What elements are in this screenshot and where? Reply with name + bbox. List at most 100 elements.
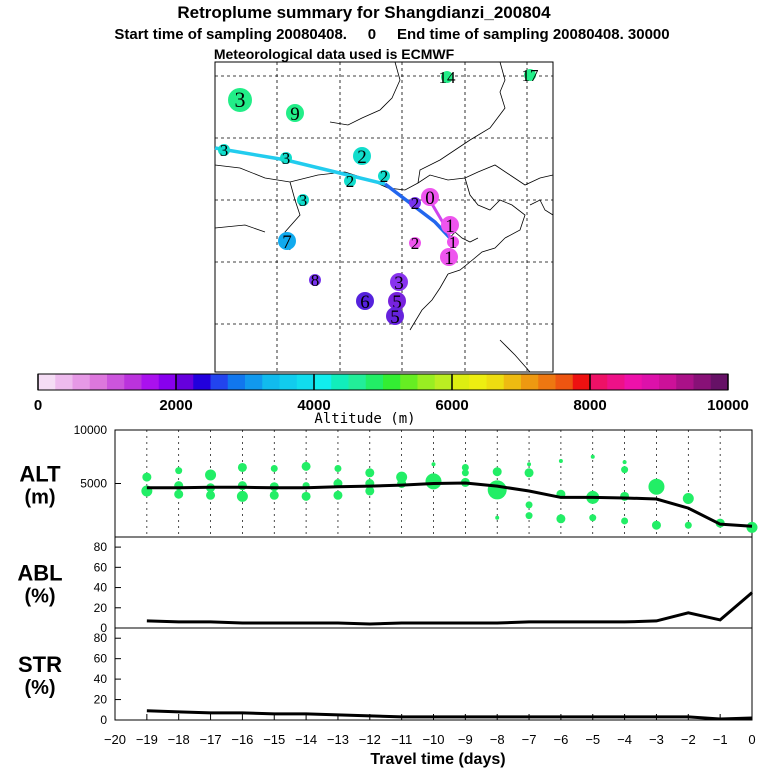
cluster-circle	[297, 194, 309, 206]
cluster-circle	[524, 69, 536, 81]
trajectory-path	[383, 182, 454, 242]
panel-frame	[114, 536, 753, 629]
panel-frame	[114, 627, 753, 721]
cluster-label: 3	[235, 87, 246, 112]
colorbar-swatch	[107, 374, 125, 390]
y-tick-label: 60	[94, 652, 108, 666]
cluster-label: 9	[290, 104, 300, 125]
map-border	[447, 231, 479, 243]
colorbar-tick-label: 8000	[573, 397, 606, 414]
cluster-label: 3	[220, 141, 229, 160]
colorbar-tick-label: 2000	[159, 397, 192, 414]
colorbar-tick-label: 4000	[297, 397, 330, 414]
alt-dot	[206, 490, 216, 500]
colorbar-tick-label: 10000	[707, 397, 749, 414]
alt-dot	[236, 490, 248, 502]
alt-dot	[425, 473, 442, 490]
colorbar-swatch	[348, 374, 367, 390]
cluster-label: 17	[522, 66, 540, 85]
y-tick-label: 60	[94, 560, 108, 574]
colorbar-swatch	[469, 374, 487, 390]
cluster-label: 2	[411, 194, 420, 213]
y-tick-label: 10000	[74, 423, 108, 437]
colorbar-swatch	[296, 374, 315, 390]
colorbar-swatch	[572, 374, 591, 390]
alt-dot	[682, 492, 694, 504]
colorbar-swatch	[158, 374, 177, 390]
panel-yunit: (%)	[24, 586, 55, 608]
y-tick-label: 20	[94, 601, 108, 615]
cluster-circle	[378, 170, 390, 182]
y-tick-label: 0	[100, 621, 107, 635]
alt-dot	[365, 486, 375, 496]
str-line	[146, 709, 753, 721]
y-tick-label: 20	[94, 693, 108, 707]
alt-dot	[461, 463, 469, 471]
x-tick-label: −16	[231, 732, 253, 747]
alt-dot	[431, 462, 436, 467]
cluster-label: 8	[311, 271, 320, 290]
colorbar-swatch	[400, 374, 418, 390]
alt-dot	[589, 514, 597, 522]
cluster-circle	[218, 144, 230, 156]
colorbar-swatch	[193, 374, 211, 390]
y-tick-label: 0	[100, 713, 107, 727]
colorbar-swatch	[314, 374, 332, 390]
colorbar-swatch	[365, 374, 384, 390]
colorbar-swatch	[521, 374, 539, 390]
cluster-circle	[280, 152, 292, 164]
cluster-label: 2	[357, 147, 367, 168]
colorbar-swatch	[262, 374, 280, 390]
x-tick-label: −15	[263, 732, 285, 747]
x-tick-label: −5	[585, 732, 600, 747]
colorbar-swatch	[710, 374, 729, 390]
x-tick-label: −13	[327, 732, 349, 747]
cluster-label: 0	[425, 188, 435, 209]
x-tick-label: −9	[458, 732, 473, 747]
x-tick-label: −18	[168, 732, 190, 747]
panel-ylabel: ABL	[17, 561, 62, 586]
x-axis-label: Travel time (days)	[370, 751, 505, 768]
panel-ylabel: ALT	[19, 462, 61, 487]
str-panel: 0 20 40 60 80 STR(%)	[18, 627, 753, 727]
colorbar-swatch	[383, 374, 401, 390]
cluster-circle	[390, 273, 408, 291]
colorbar-swatch	[245, 374, 263, 390]
x-tick-label: 0	[748, 732, 755, 747]
alt-dot	[270, 465, 278, 473]
x-tick-label: −2	[681, 732, 696, 747]
colorbar-swatch	[331, 374, 349, 390]
colorbar-swatch	[279, 374, 298, 390]
cluster-circle	[441, 71, 453, 83]
cluster-circle	[388, 292, 406, 310]
colorbar-label: Altitude (m)	[314, 411, 415, 427]
alt-dot	[334, 465, 342, 473]
alt-dot	[396, 471, 408, 483]
met-data-label: Meteorological data used is ECMWF	[213, 46, 455, 62]
alt-dot	[174, 489, 184, 499]
colorbar-tick-label: 0	[34, 397, 42, 414]
cluster-circle	[356, 292, 374, 310]
cluster-label: 3	[299, 191, 308, 210]
colorbar-swatch	[538, 374, 556, 390]
x-tick-label: −19	[136, 732, 158, 747]
cluster-circle	[409, 237, 421, 249]
colorbar-swatch	[590, 374, 608, 390]
alt-dot	[684, 521, 692, 529]
colorbar-swatch	[693, 374, 712, 390]
alt-dot	[365, 468, 375, 478]
x-tick-label: −14	[295, 732, 317, 747]
colorbar-swatch	[55, 374, 73, 390]
panel-ylabel: STR	[18, 652, 62, 677]
cluster-label: 1	[445, 216, 455, 237]
colorbar-swatch	[38, 374, 56, 390]
colorbar-swatch	[124, 374, 142, 390]
alt-dot	[142, 472, 152, 482]
cluster-label: 2	[346, 172, 355, 191]
alt-panel: 5000 10000 ALT(m)	[19, 423, 758, 538]
cluster-label: 5	[390, 307, 400, 328]
cluster-circle	[409, 197, 421, 209]
alt-dot	[590, 454, 595, 459]
cluster-label: 2	[380, 167, 389, 186]
